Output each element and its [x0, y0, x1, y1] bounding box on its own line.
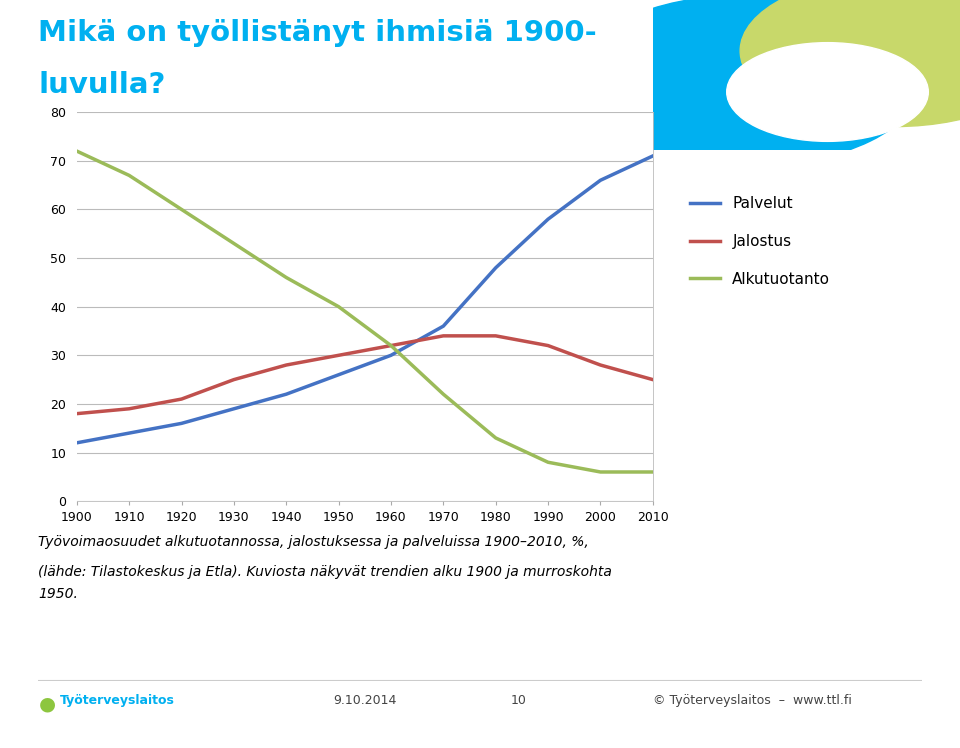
Text: (lähde: Tilastokeskus ja Etla). Kuviosta näkyvät trendien alku 1900 ja murroskoh: (lähde: Tilastokeskus ja Etla). Kuviosta…	[38, 565, 612, 579]
Text: Työterveyslaitos: Työterveyslaitos	[60, 694, 175, 707]
Circle shape	[740, 0, 960, 126]
Text: 1950.: 1950.	[38, 587, 79, 601]
Legend: Palvelut, Jalostus, Alkutuotanto: Palvelut, Jalostus, Alkutuotanto	[684, 190, 836, 293]
Text: Työvoimaosuudet alkutuotannossa, jalostuksessa ja palveluissa 1900–2010, %,: Työvoimaosuudet alkutuotannossa, jalostu…	[38, 535, 589, 549]
Text: luvulla?: luvulla?	[38, 71, 166, 99]
Circle shape	[572, 0, 922, 166]
Text: Mikä on työllistänyt ihmisiä 1900-: Mikä on työllistänyt ihmisiä 1900-	[38, 19, 597, 46]
Text: ●: ●	[38, 694, 56, 713]
Text: © Työterveyslaitos  –  www.ttl.fi: © Työterveyslaitos – www.ttl.fi	[653, 694, 852, 707]
Text: 10: 10	[511, 694, 526, 707]
Circle shape	[727, 43, 928, 141]
Text: 9.10.2014: 9.10.2014	[333, 694, 396, 707]
